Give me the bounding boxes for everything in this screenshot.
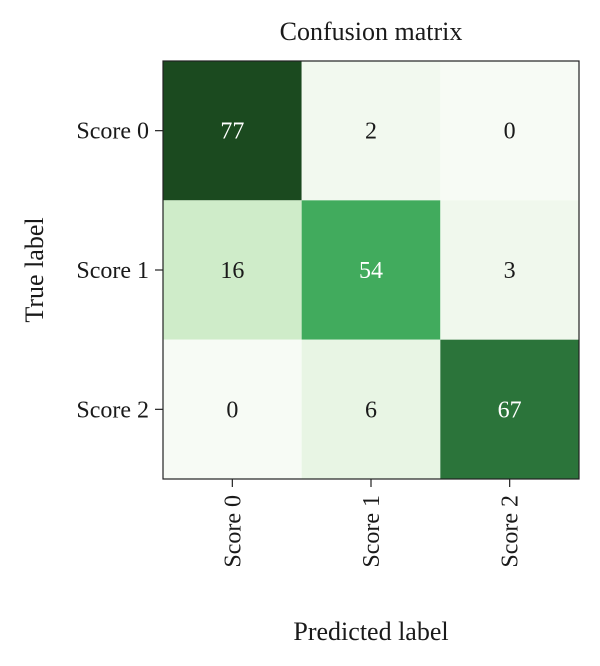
- heatmap-cells: 77 2 016 54 30 6 67: [163, 61, 579, 479]
- cell-value-r2-c2: 67: [498, 397, 522, 423]
- heatmap-cell-r2-c0: [163, 339, 302, 479]
- cell-value-r0-c2: 0: [504, 119, 516, 145]
- heatmap-cell-r0-c1: [301, 61, 441, 201]
- cell-value-r1-c0: 16: [220, 258, 244, 284]
- heatmap-cell-r0-c0: [163, 61, 302, 201]
- heatmap-cell-r2-c2: [440, 339, 579, 479]
- cell-value-r2-c1: 6: [365, 397, 377, 423]
- x-tick-label-1: Score 1: [359, 495, 385, 568]
- heatmap-cell-r1-c1: [301, 200, 441, 340]
- heatmap-cell-r1-c0: [163, 200, 302, 340]
- cell-value-r0-c1: 2: [365, 119, 377, 145]
- heatmap-cell-r2-c1: [301, 339, 441, 479]
- y-tick-label-2: Score 2: [76, 397, 149, 423]
- cell-value-r0-c0: 77: [220, 119, 244, 145]
- chart-title: Confusion matrix: [280, 17, 463, 46]
- x-tick-label-0: Score 0: [220, 495, 246, 568]
- x-tick-label-2: Score 2: [498, 495, 524, 568]
- x-axis-label: Predicted label: [293, 617, 448, 646]
- cell-value-r1-c1: 54: [359, 258, 383, 284]
- y-axis-label: True label: [20, 217, 49, 322]
- heatmap-cell-r1-c2: [440, 200, 579, 340]
- axis-ticks: Score 0 Score 1 Score 2 Score 0 Score 1 Score…: [76, 119, 523, 568]
- y-tick-label-0: Score 0: [76, 119, 149, 145]
- cell-value-r2-c0: 0: [226, 397, 238, 423]
- y-tick-label-1: Score 1: [76, 258, 149, 284]
- heatmap-cell-r0-c2: [440, 61, 579, 201]
- cell-value-r1-c2: 3: [504, 258, 516, 284]
